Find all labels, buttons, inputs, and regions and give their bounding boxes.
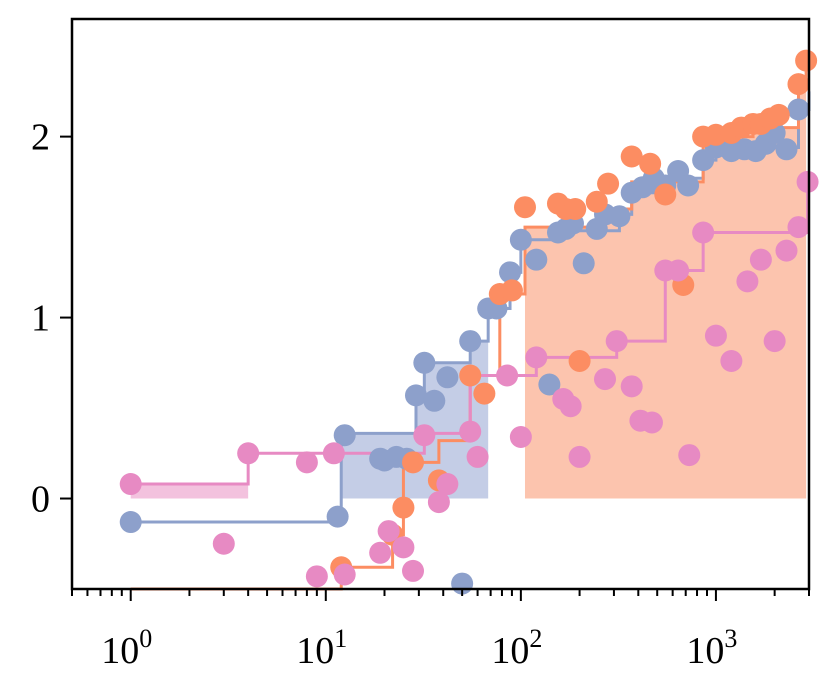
data-point-series-3-37	[787, 216, 810, 239]
data-point-series-2-29	[795, 49, 818, 72]
data-point-series-1-0	[119, 511, 142, 534]
data-point-series-1-15	[499, 261, 522, 284]
data-point-series-2-12	[564, 198, 587, 220]
x-tick-label-3: 103	[686, 624, 737, 672]
data-point-series-3-12	[427, 491, 450, 514]
data-point-series-2-6	[473, 382, 496, 405]
data-point-series-1-9	[423, 389, 446, 412]
data-point-series-2-27	[767, 103, 790, 126]
data-point-series-3-36	[775, 239, 798, 262]
data-point-series-3-31	[704, 324, 727, 347]
data-point-series-3-32	[720, 350, 743, 372]
data-point-series-2-28	[787, 73, 810, 96]
data-point-series-1-25	[608, 205, 631, 228]
data-point-series-1-2	[333, 424, 356, 447]
data-point-series-3-21	[568, 445, 591, 468]
data-point-series-2-2	[392, 496, 415, 519]
data-point-series-1-8	[413, 351, 436, 374]
data-point-series-3-6	[333, 563, 356, 586]
data-point-series-1-40	[787, 98, 810, 121]
data-point-series-2-8	[500, 279, 523, 302]
y-axis-tick-labels: 0 1 2	[31, 117, 50, 521]
data-point-series-3-24	[620, 375, 643, 398]
data-point-series-2-17	[639, 152, 662, 175]
data-point-series-3-9	[392, 536, 415, 559]
data-point-series-3-29	[678, 444, 701, 467]
y-axis-ticks	[60, 135, 72, 500]
data-point-series-2-13	[568, 350, 591, 372]
data-point-series-3-34	[749, 248, 772, 271]
data-point-series-3-5	[322, 442, 345, 465]
data-point-series-3-23	[605, 330, 628, 353]
data-point-series-3-3	[295, 451, 318, 474]
x-tick-label-2: 102	[491, 624, 542, 672]
data-point-series-3-16	[496, 364, 519, 387]
data-point-series-3-11	[413, 424, 436, 447]
data-point-series-2-3	[402, 451, 425, 474]
data-point-series-1-10	[436, 366, 459, 389]
data-point-series-3-1	[212, 532, 235, 555]
data-point-series-3-18	[525, 346, 548, 369]
data-point-series-3-35	[763, 330, 786, 353]
data-point-series-3-13	[436, 473, 459, 496]
data-point-series-3-14	[459, 420, 482, 443]
data-point-series-3-33	[736, 270, 759, 293]
plot-area	[119, 49, 819, 595]
fill-area-series-3	[130, 453, 249, 499]
x-tick-label-1: 101	[296, 624, 347, 672]
data-point-series-1-7	[404, 384, 427, 407]
data-point-series-3-22	[594, 368, 617, 391]
data-points	[119, 49, 819, 595]
data-point-series-1-12	[459, 330, 482, 353]
data-point-series-1-31	[677, 174, 700, 197]
data-point-series-1-22	[572, 252, 595, 275]
x-axis-tick-labels: 100 101 102 103	[101, 624, 737, 672]
data-point-series-2-16	[620, 145, 643, 168]
x-axis-ticks	[71, 589, 810, 601]
data-point-series-3-30	[692, 221, 715, 244]
data-point-series-2-15	[597, 172, 620, 195]
data-point-series-1-17	[525, 248, 548, 271]
data-point-series-3-0	[119, 473, 142, 496]
data-point-series-3-20	[559, 395, 582, 418]
x-tick-label-0: 100	[101, 624, 152, 672]
y-tick-label-2: 2	[31, 117, 50, 159]
data-point-series-2-9	[513, 196, 536, 219]
data-point-series-1-16	[509, 228, 532, 251]
axes-frame	[70, 17, 811, 591]
data-point-series-2-18	[654, 183, 677, 206]
data-point-series-3-4	[305, 565, 328, 588]
data-point-series-3-15	[466, 445, 489, 468]
data-point-series-2-14	[585, 190, 608, 213]
data-point-series-3-38	[796, 170, 819, 193]
data-point-series-3-17	[509, 426, 532, 448]
data-point-series-3-26	[640, 411, 663, 434]
data-point-series-3-10	[402, 559, 425, 582]
y-tick-label-1: 1	[31, 298, 50, 340]
data-point-series-3-2	[237, 442, 260, 465]
data-point-series-1-39	[775, 138, 798, 161]
data-point-series-1-18	[538, 373, 561, 396]
data-point-series-3-8	[377, 520, 400, 543]
data-point-series-2-5	[459, 364, 482, 387]
data-point-series-3-28	[667, 259, 690, 282]
y-tick-label-0: 0	[31, 479, 50, 521]
data-point-series-3-7	[369, 541, 392, 564]
data-point-series-1-1	[326, 505, 349, 528]
